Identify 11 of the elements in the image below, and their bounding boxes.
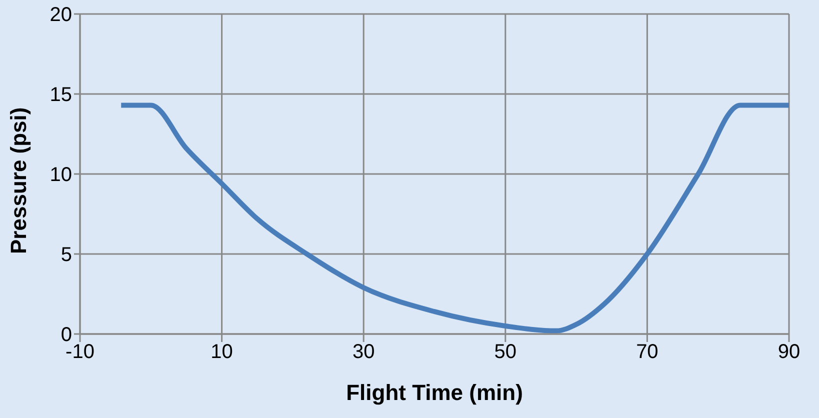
x-tick-label: 90 xyxy=(778,341,800,364)
y-tick-label: 15 xyxy=(50,84,72,106)
y-tick-label: 10 xyxy=(50,164,72,186)
x-tick-label: 30 xyxy=(352,341,375,364)
x-tick-label: 50 xyxy=(494,341,517,364)
x-axis-title: Flight Time (min) xyxy=(346,380,523,405)
x-tick-label: 70 xyxy=(636,341,658,364)
y-tick-label: 5 xyxy=(60,244,72,266)
x-tick-label: 10 xyxy=(210,341,233,364)
y-tick-label: 20 xyxy=(50,4,72,26)
y-axis-title: Pressure (psi) xyxy=(6,107,31,254)
